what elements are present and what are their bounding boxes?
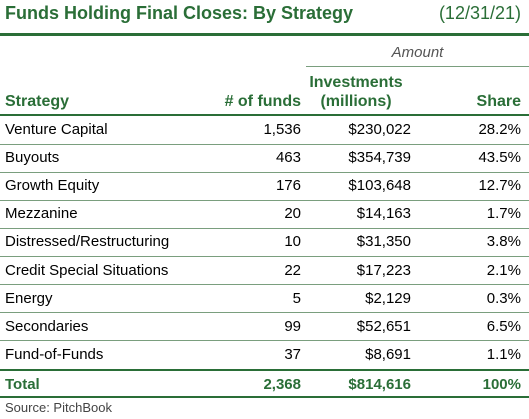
cell-num-funds: 463 bbox=[275, 149, 301, 167]
title-divider bbox=[0, 33, 529, 36]
cell-investments: $31,350 bbox=[356, 233, 411, 251]
cell-share: 6.5% bbox=[486, 317, 521, 335]
row-divider bbox=[0, 199, 529, 201]
header-investments: Investments (millions) bbox=[301, 73, 411, 111]
cell-investments: $52,651 bbox=[356, 317, 411, 335]
cell-share: 2.1% bbox=[486, 261, 521, 279]
cell-strategy: Venture Capital bbox=[5, 121, 108, 138]
total-label: Total bbox=[5, 376, 40, 393]
cell-investments: $14,163 bbox=[356, 205, 411, 223]
cell-investments: $17,223 bbox=[356, 261, 411, 279]
cell-investments: $230,022 bbox=[348, 121, 411, 138]
table-row: Credit Special Situations 22 $17,223 2.1% bbox=[0, 257, 529, 285]
cell-strategy: Fund-of-Funds bbox=[5, 345, 104, 363]
table-row: Energy 5 $2,129 0.3% bbox=[0, 285, 529, 313]
cell-investments: $354,739 bbox=[348, 149, 411, 167]
cell-strategy: Buyouts bbox=[5, 149, 60, 167]
cell-share: 43.5% bbox=[478, 149, 521, 167]
total-row: Total 2,368 $814,616 100% bbox=[0, 371, 529, 399]
cell-strategy: Mezzanine bbox=[5, 205, 78, 223]
cell-share: 1.7% bbox=[486, 205, 521, 223]
cell-share: 0.3% bbox=[486, 289, 521, 307]
row-divider bbox=[0, 143, 529, 145]
cell-share: 3.8% bbox=[486, 233, 521, 251]
date-label: (12/31/21) bbox=[438, 3, 521, 23]
table-row: Distressed/Restructuring 10 $31,350 3.8% bbox=[0, 228, 529, 256]
source-note: Source: PitchBook bbox=[5, 400, 112, 415]
cell-strategy: Distressed/Restructuring bbox=[5, 233, 170, 251]
cell-share: 1.1% bbox=[486, 345, 521, 363]
table-row: Fund-of-Funds 37 $8,691 1.1% bbox=[0, 341, 529, 369]
total-divider-bottom bbox=[0, 396, 529, 398]
cell-num-funds: 5 bbox=[292, 289, 301, 307]
cell-strategy: Growth Equity bbox=[5, 177, 100, 195]
total-num-funds: 2,368 bbox=[263, 376, 301, 393]
header-investments-line1: Investments bbox=[309, 74, 403, 91]
amount-group-divider bbox=[306, 66, 529, 67]
cell-investments: $2,129 bbox=[365, 289, 411, 307]
cell-num-funds: 37 bbox=[284, 345, 301, 363]
cell-num-funds: 10 bbox=[284, 233, 301, 251]
table-header: Strategy # of funds Investments (million… bbox=[0, 68, 529, 114]
cell-num-funds: 176 bbox=[275, 177, 301, 195]
row-divider bbox=[0, 256, 529, 257]
table-row: Mezzanine 20 $14,163 1.7% bbox=[0, 200, 529, 228]
cell-strategy: Energy bbox=[5, 289, 53, 307]
row-divider bbox=[0, 312, 529, 314]
cell-strategy: Secondaries bbox=[5, 317, 89, 335]
total-divider-top bbox=[0, 369, 529, 371]
cell-share: 28.2% bbox=[478, 121, 521, 138]
table-row: Buyouts 463 $354,739 43.5% bbox=[0, 144, 529, 172]
row-divider bbox=[0, 284, 529, 286]
row-divider bbox=[0, 340, 529, 342]
header-divider bbox=[0, 114, 529, 116]
cell-num-funds: 20 bbox=[284, 205, 301, 223]
cell-strategy: Credit Special Situations bbox=[5, 261, 169, 279]
cell-share: 12.7% bbox=[478, 177, 521, 195]
cell-investments: $8,691 bbox=[365, 345, 411, 363]
header-strategy: Strategy bbox=[5, 93, 70, 110]
table-row: Secondaries 99 $52,651 6.5% bbox=[0, 313, 529, 341]
cell-num-funds: 1,536 bbox=[263, 121, 301, 138]
header-share: Share bbox=[476, 93, 521, 110]
cell-num-funds: 22 bbox=[284, 261, 301, 279]
table-row: Growth Equity 176 $103,648 12.7% bbox=[0, 172, 529, 200]
total-share: 100% bbox=[482, 376, 521, 393]
amount-group-label: Amount bbox=[391, 44, 444, 61]
cell-num-funds: 99 bbox=[284, 317, 301, 335]
row-divider bbox=[0, 227, 529, 229]
table-row: Venture Capital 1,536 $230,022 28.2% bbox=[0, 116, 529, 144]
header-investments-line2: (millions) bbox=[320, 93, 392, 110]
header-num-funds: # of funds bbox=[224, 93, 301, 110]
total-investments: $814,616 bbox=[348, 376, 411, 393]
row-divider bbox=[0, 171, 529, 173]
cell-investments: $103,648 bbox=[348, 177, 411, 195]
page-title: Funds Holding Final Closes: By Strategy bbox=[5, 3, 354, 23]
